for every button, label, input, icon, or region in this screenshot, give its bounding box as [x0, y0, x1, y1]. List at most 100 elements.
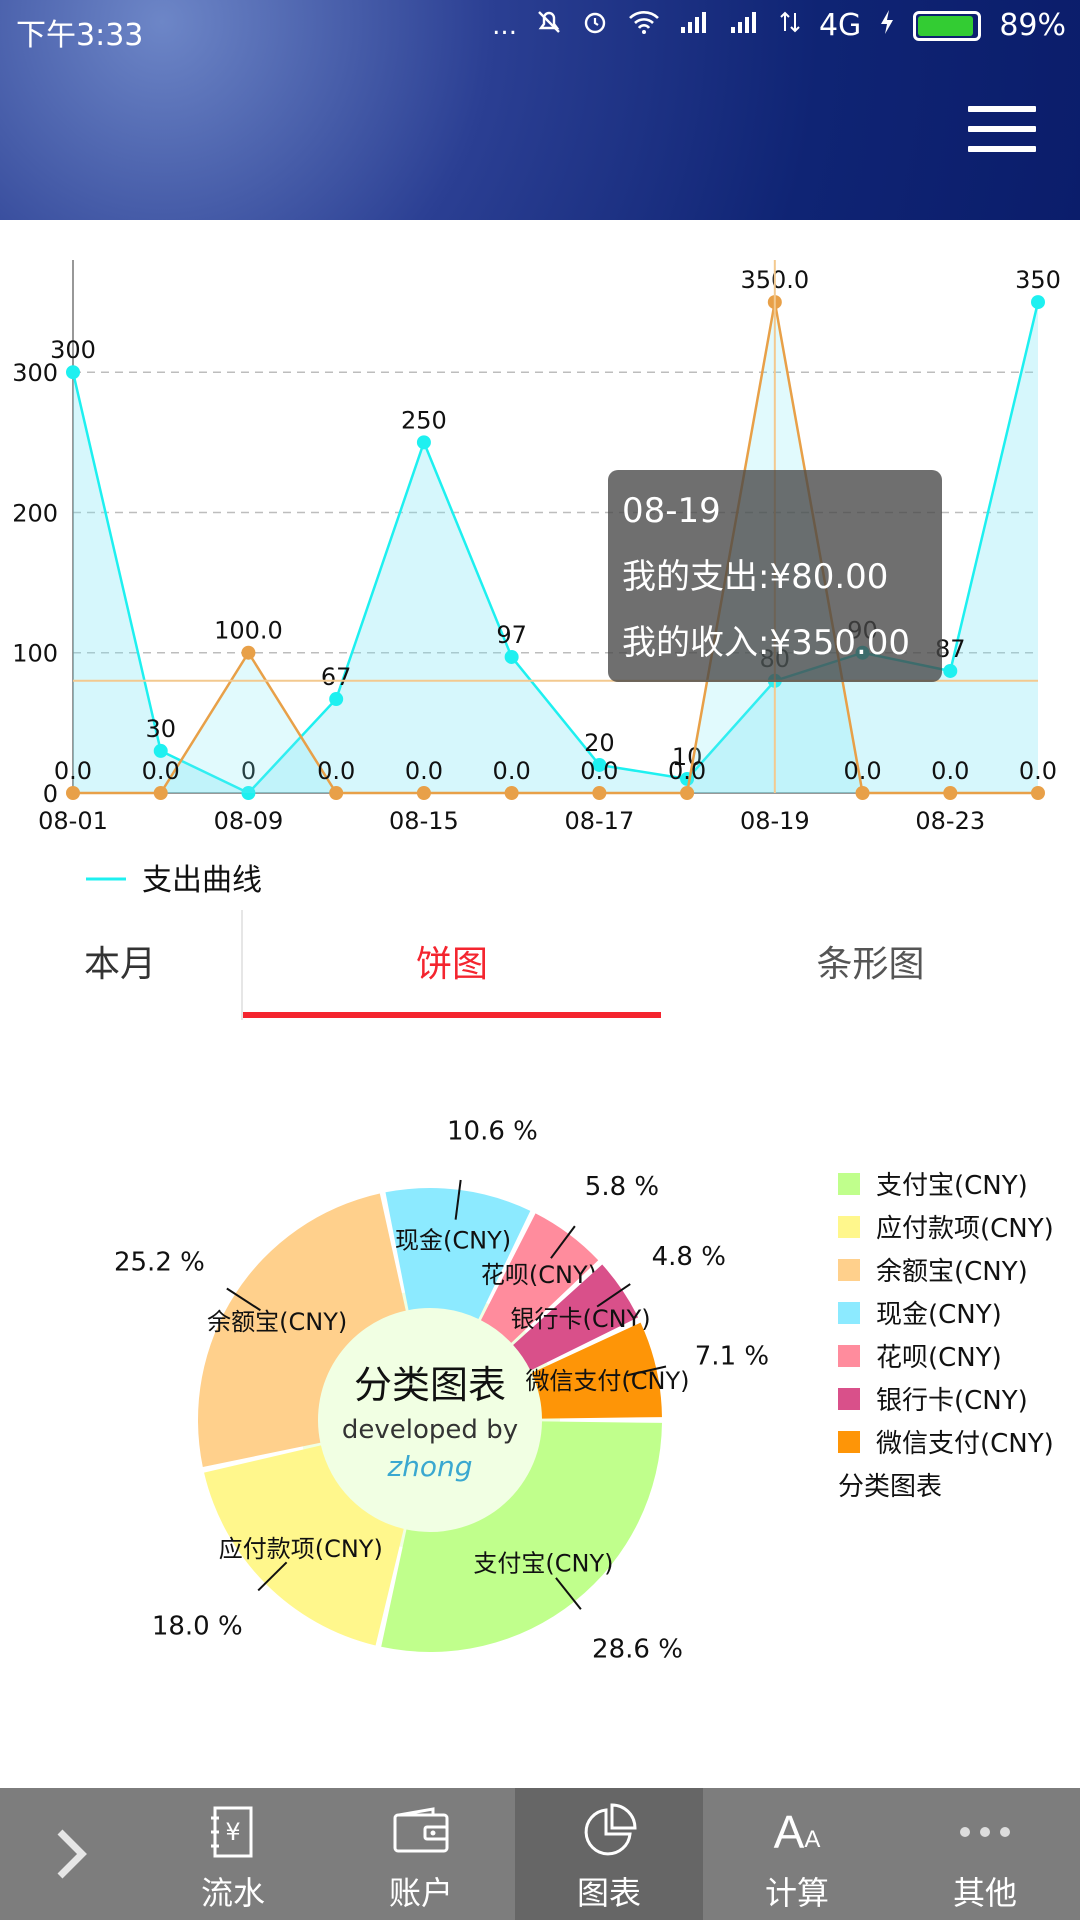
pie-pct-5: 4.8 %: [652, 1242, 726, 1272]
pie-legend-label-6: 微信支付(CNY): [876, 1429, 1054, 1459]
nav-ledger[interactable]: ¥ 流水: [139, 1788, 327, 1920]
wifi-icon: [627, 8, 661, 43]
pie-legend-label-2: 余额宝(CNY): [876, 1257, 1028, 1287]
tooltip-box: [608, 470, 942, 682]
series-1-label-2: 100.0: [214, 617, 283, 645]
series-1-label-0: 0.0: [54, 757, 92, 785]
pie-legend-swatch-3: [838, 1302, 860, 1324]
pie-pct-2: 25.2 %: [114, 1247, 205, 1277]
series-1-label-4: 0.0: [405, 757, 443, 785]
tab-bar[interactable]: 条形图: [816, 944, 925, 985]
series-1-point-4: [416, 786, 431, 800]
series-0-point-1: [153, 743, 168, 758]
series-0-point-11: [1031, 295, 1045, 310]
more-dots-icon: ...: [492, 10, 517, 41]
y-tick-0: 0: [43, 780, 58, 808]
pie-pct-4: 5.8 %: [585, 1172, 659, 1202]
ledger-icon: ¥: [139, 1802, 327, 1862]
series-0-point-2: [241, 786, 256, 800]
pie-slice-4: [480, 1213, 599, 1343]
pie-slice-0: [381, 1421, 662, 1652]
status-time: 下午3:33: [16, 18, 144, 53]
x-tick-1: 08-09: [214, 807, 284, 835]
pie-inner-halo: [300, 1290, 560, 1550]
x-tick-0: 08-01: [38, 807, 108, 835]
series-1-label-11: 0.0: [1019, 757, 1057, 785]
battery-icon: [913, 10, 982, 41]
series-1-label-5: 0.0: [493, 757, 531, 785]
pie-legend-label-5: 银行卡(CNY): [876, 1386, 1028, 1416]
series-0-point-6: [592, 757, 607, 772]
active-tab-indicator: [243, 1012, 661, 1018]
pie-slice-6: [531, 1322, 662, 1419]
menu-icon[interactable]: [968, 106, 1036, 156]
pie-slice-label-4: 花呗(CNY): [481, 1261, 597, 1289]
battery-percent: 89%: [999, 8, 1066, 43]
calc-glyph-big: A: [773, 1806, 805, 1858]
series-1-point-6: [592, 786, 607, 800]
series-1-point-5: [504, 786, 519, 800]
tooltip-date: 08-19: [622, 491, 721, 531]
tooltip-expense: 我的支出:¥80.00: [622, 557, 888, 597]
category-pie-chart[interactable]: 支付宝(CNY) 28.6 % 应付款项(CNY) 18.0 % 余额宝(CNY) 25.…: [0, 1080, 1080, 1760]
nav-chart-label: 图表: [576, 1874, 641, 1912]
status-bar: 下午3:33 ... 4G: [0, 0, 1080, 58]
pie-leader-3: [454, 1179, 462, 1220]
series-0-area: [73, 302, 1038, 793]
series-1-point-2: [241, 645, 256, 660]
series-1-point-7: [680, 786, 695, 800]
tab-month[interactable]: 本月: [83, 944, 156, 985]
data-arrows-icon: [779, 9, 801, 42]
pie-legend-swatch-4: [838, 1345, 860, 1367]
pie-legend-swatch-5: [838, 1388, 860, 1410]
pie-chart-icon: [515, 1802, 703, 1862]
series-0-label-7: 10: [672, 743, 703, 771]
series-0-label-11: 350: [1015, 266, 1061, 294]
charging-icon: [879, 9, 895, 42]
tooltip-income: 我的收入:¥350.00: [622, 623, 910, 663]
pie-leader-5: [596, 1283, 631, 1308]
wallet-icon: [327, 1802, 515, 1862]
pie-slice-label-3: 现金(CNY): [395, 1226, 511, 1254]
pie-legend-label-4: 花呗(CNY): [876, 1343, 1002, 1373]
pie-leader-4: [550, 1225, 576, 1259]
tab-pie[interactable]: 饼图: [415, 944, 488, 985]
pie-legend-swatch-0: [838, 1173, 860, 1195]
pie-leader-2: [226, 1287, 261, 1312]
series-1-label-7: 0.0: [668, 757, 706, 785]
chevron-right-icon[interactable]: [0, 1788, 140, 1920]
series-1-label-6: 0.0: [580, 757, 618, 785]
chart-tabs: 本月 饼图 条形图: [0, 910, 1080, 1020]
network-type: 4G: [818, 8, 862, 43]
series-1-line: [73, 301, 1038, 795]
tab-divider: [241, 910, 243, 1020]
nav-account-label: 账户: [388, 1874, 453, 1912]
series-1-point-9: [855, 786, 870, 800]
pie-pct-3: 10.6 %: [447, 1116, 538, 1146]
series-0-point-5: [504, 649, 519, 664]
x-tick-2: 08-15: [389, 807, 459, 835]
calc-glyph-small: A: [804, 1826, 821, 1853]
nav-other[interactable]: 其他: [891, 1788, 1079, 1920]
nav-calc-label: 计算: [764, 1874, 829, 1912]
pie-pct-0: 28.6 %: [592, 1634, 683, 1664]
series-0-label-2: 0: [241, 757, 256, 785]
pie-slice-2: [198, 1193, 406, 1468]
series-0-point-10: [943, 663, 958, 678]
pie-slice-1: [204, 1445, 404, 1646]
series-0-point-3: [329, 692, 344, 707]
series-1-point-3: [329, 786, 344, 800]
nav-account[interactable]: 账户: [327, 1788, 515, 1920]
pie-slice-label-0: 支付宝(CNY): [473, 1549, 613, 1577]
alarm-icon: [581, 8, 609, 43]
pie-legend-swatch-6: [838, 1431, 860, 1453]
signal-icon: [679, 9, 711, 42]
pie-center-subtitle: developed by: [342, 1415, 518, 1445]
nav-chart[interactable]: 图表: [515, 1788, 703, 1920]
pie-legend-swatch-1: [838, 1216, 860, 1238]
series-0-label-6: 20: [584, 729, 615, 757]
